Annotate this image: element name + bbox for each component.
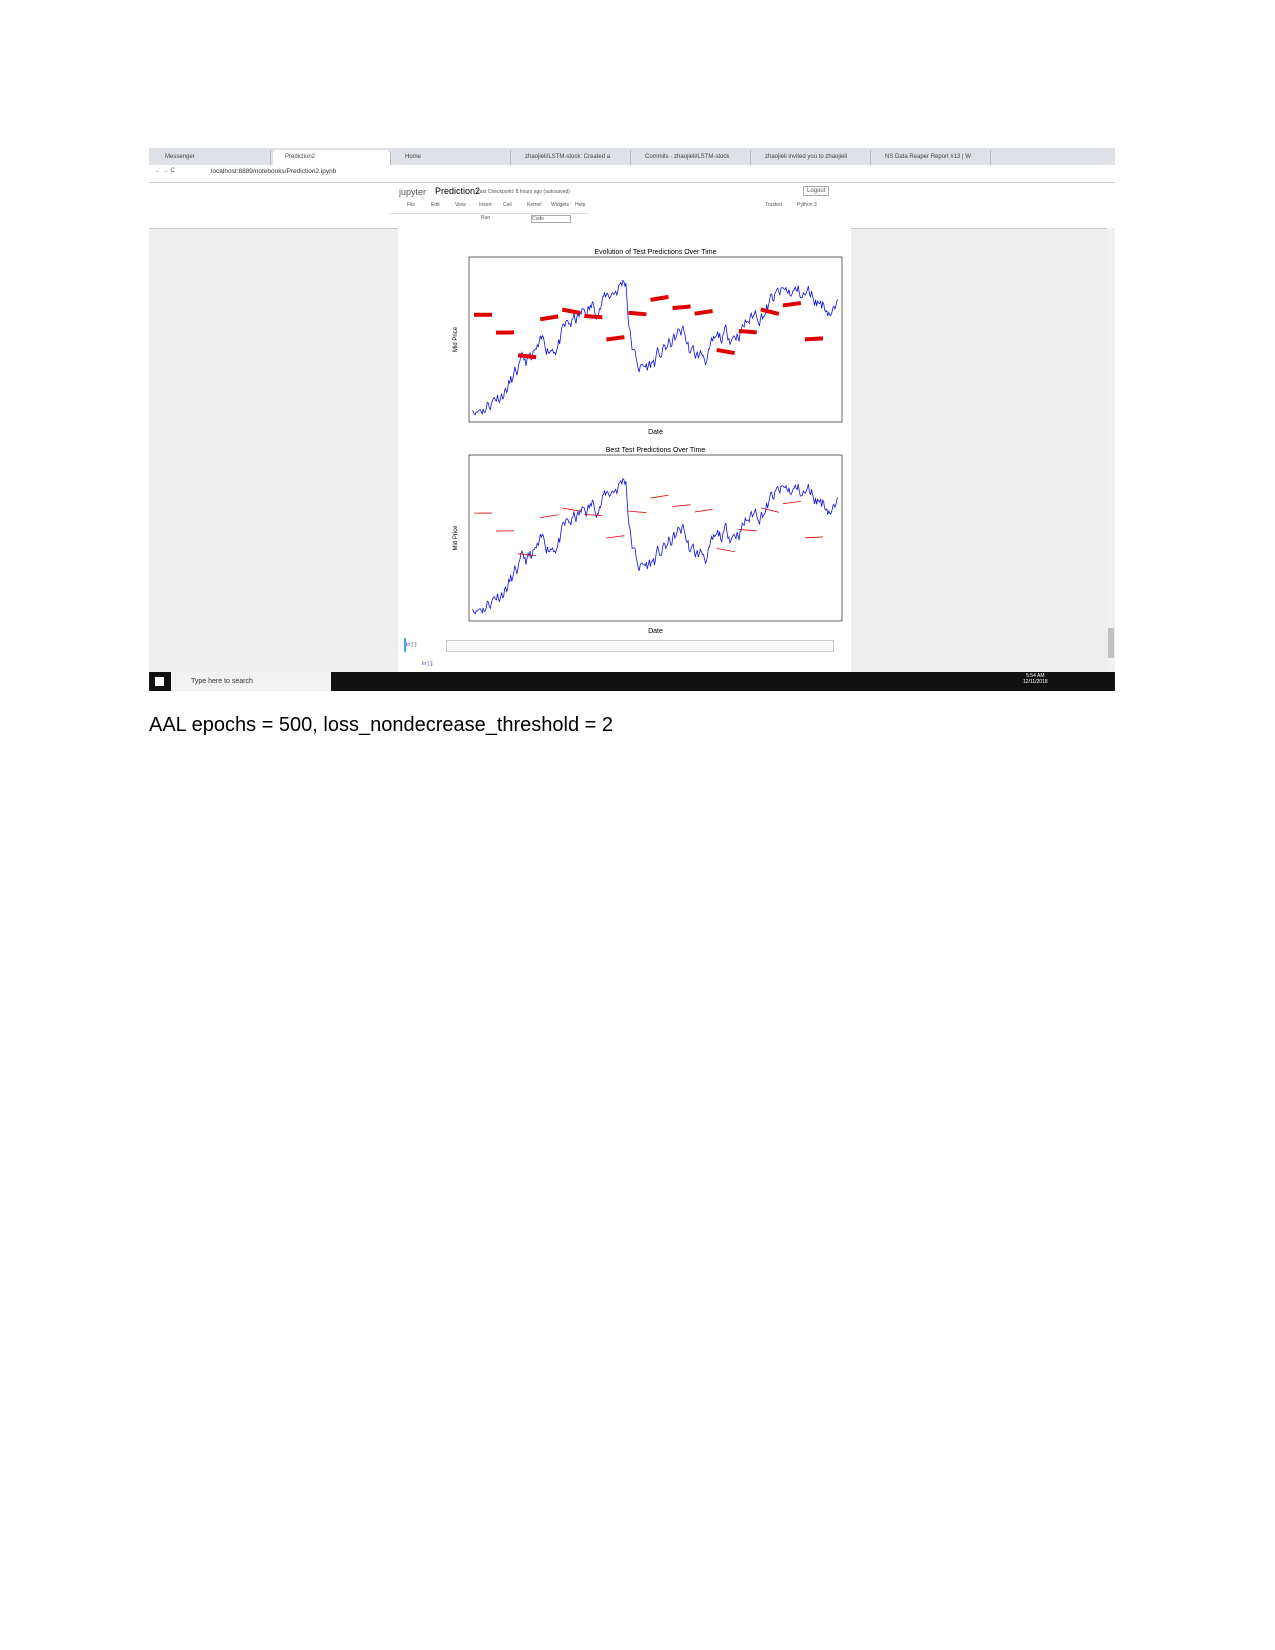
- prediction-segment: [606, 335, 625, 342]
- chart-output: Evolution of Test Predictions Over Time D…: [453, 249, 843, 635]
- menu-item[interactable]: View: [455, 202, 466, 208]
- screenshot: Messenger Prediction2 Home zhaojieli/LSTM-s…: [149, 148, 1115, 691]
- start-button[interactable]: [155, 677, 164, 686]
- browser-tab[interactable]: NS Data Reaper Report #13 | W: [873, 150, 991, 165]
- browser-tab[interactable]: Messenger: [153, 150, 271, 165]
- menu-item[interactable]: Kernel: [527, 202, 542, 208]
- browser-tab[interactable]: Prediction2: [273, 150, 391, 165]
- price-line: [471, 279, 839, 416]
- run-button[interactable]: Run: [481, 215, 491, 221]
- cell-type-select[interactable]: Code: [531, 215, 571, 223]
- checkpoint: Last Checkpoint: 8 hours ago (autosaved): [477, 189, 570, 195]
- menu-item[interactable]: Help: [575, 202, 586, 208]
- scroll-thumb[interactable]: [1108, 628, 1114, 658]
- prediction-segment: [694, 508, 713, 513]
- prediction-segment: [738, 529, 757, 532]
- chart-title: Evolution of Test Predictions Over Time: [594, 249, 716, 256]
- menu-item[interactable]: Widgets: [551, 202, 570, 208]
- menu-item[interactable]: Cell: [503, 202, 512, 208]
- taskbar-search[interactable]: Type here to search: [171, 672, 331, 691]
- notebook-panel: Evolution of Test Predictions Over Time D…: [398, 228, 851, 672]
- prediction-segment: [561, 307, 581, 315]
- url[interactable]: localhost:8889/notebooks/Prediction2.ipy…: [211, 168, 337, 175]
- kernel-name: Python 3: [797, 202, 817, 208]
- clock-time: 5:54 AM: [1026, 673, 1045, 679]
- nav-buttons: ← → C: [155, 168, 175, 174]
- prediction-segment: [716, 347, 736, 356]
- prediction-segment: [517, 353, 537, 360]
- clock-date: 12/11/2018: [1023, 679, 1048, 685]
- menu-item[interactable]: Insert: [479, 202, 492, 208]
- jupyter-logo: jupyter: [399, 187, 427, 197]
- input-cell[interactable]: [446, 640, 834, 652]
- logout-button[interactable]: Logout: [803, 186, 830, 196]
- y-axis-label: Mid Price: [453, 326, 459, 352]
- prediction-segment: [804, 336, 824, 342]
- prediction-segment: [782, 301, 802, 308]
- prediction-segment: [738, 328, 757, 335]
- prediction-segment: [539, 314, 559, 322]
- menu-item[interactable]: Edit: [431, 202, 440, 208]
- prediction-segment: [760, 307, 780, 316]
- prediction-segment: [562, 507, 581, 512]
- browser-tab[interactable]: zhaojieli/LSTM-stock: Created a: [513, 150, 631, 165]
- caption: AAL epochs = 500, loss_nondecrease_thres…: [149, 714, 614, 736]
- toolbar: Run Code: [389, 213, 589, 224]
- browser-tab[interactable]: Commits · zhaojieli/LSTM-stock: [633, 150, 751, 165]
- prediction-segment: [672, 304, 691, 311]
- prediction-segment: [694, 308, 713, 316]
- prediction-segment: [760, 507, 779, 513]
- address-bar: ← → C localhost:8889/notebooks/Predictio…: [149, 165, 1115, 183]
- menu-item[interactable]: File: [407, 202, 416, 208]
- prediction-segment: [584, 314, 603, 320]
- prediction-segment: [518, 553, 537, 557]
- notebook-title[interactable]: Prediction2: [435, 186, 481, 196]
- price-line: [471, 477, 839, 615]
- clock: 5:54 AM 12/11/2018: [1023, 673, 1048, 685]
- prediction-segment: [716, 548, 735, 553]
- prediction-segment: [672, 504, 691, 507]
- plot-frame: [468, 256, 843, 423]
- prediction-segment: [584, 513, 603, 517]
- x-axis-label: Date: [648, 628, 663, 635]
- trusted: Trusted: [765, 202, 782, 208]
- prediction-segment: [782, 500, 801, 505]
- prediction-segment: [650, 494, 669, 499]
- taskbar: Type here to search 5:54 AM 12/11/2018: [149, 672, 1115, 691]
- cell-indicator: [404, 638, 406, 652]
- prediction-segment: [628, 310, 647, 317]
- prediction-segment: [628, 510, 647, 514]
- browser-tab[interactable]: Home: [393, 150, 511, 165]
- jupyter-header: jupyter Prediction2 Last Checkpoint: 8 h…: [149, 183, 1115, 229]
- menu-bar: File Edit View Insert Cell Kernel Widgets Help: [407, 202, 787, 210]
- prediction-segment: [650, 294, 669, 302]
- input-prompt: In [ ]:: [406, 642, 418, 648]
- plot-frame: [468, 454, 843, 622]
- x-axis-label: Date: [648, 429, 663, 436]
- chart-title: Best Test Predictions Over Time: [606, 447, 706, 454]
- prediction-segment: [540, 514, 559, 519]
- browser-tab[interactable]: zhaojieli invited you to zhaojieli: [753, 150, 871, 165]
- y-axis-label: Mid Price: [453, 525, 459, 551]
- input-prompt: In [ ]:: [422, 661, 434, 667]
- tab-bar: Messenger Prediction2 Home zhaojieli/LSTM-s…: [149, 148, 1115, 165]
- prediction-segment: [804, 536, 823, 539]
- scrollbar: [1107, 228, 1115, 672]
- prediction-segment: [606, 535, 625, 539]
